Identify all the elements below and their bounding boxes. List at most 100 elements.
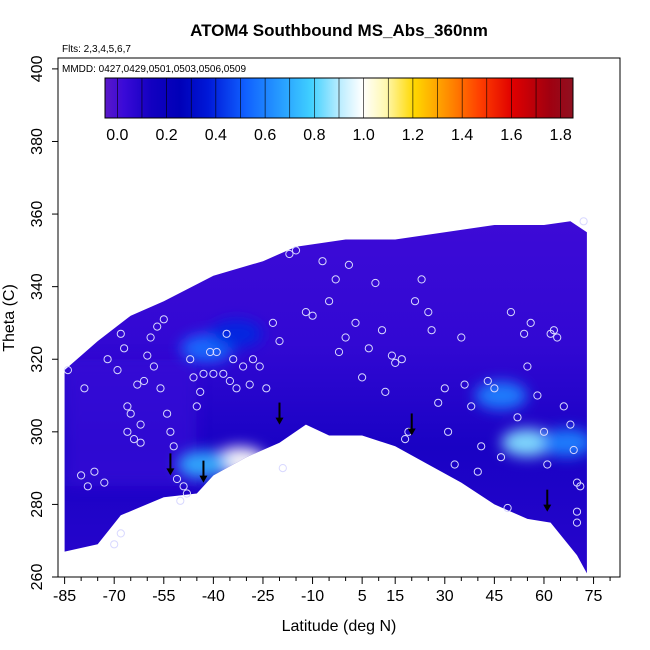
- sample-point: [229, 355, 238, 364]
- sample-point: [483, 376, 492, 386]
- sample-point: [344, 260, 353, 269]
- sample-point: [129, 435, 139, 444]
- sample-point: [387, 351, 396, 360]
- sample-point: [549, 326, 559, 335]
- sample-point: [278, 464, 287, 473]
- sample-point: [192, 402, 201, 411]
- colorbar-tick-label: 1.8: [550, 127, 572, 144]
- sample-point: [473, 467, 482, 476]
- sample-point: [576, 482, 585, 491]
- sample-point: [381, 387, 390, 396]
- sample-point: [566, 420, 575, 429]
- sample-point: [143, 351, 152, 360]
- flight-arrows: [166, 402, 552, 512]
- sample-point: [391, 358, 400, 367]
- sample-point: [490, 384, 499, 393]
- sample-point: [245, 380, 254, 389]
- flight-arrow: [407, 413, 416, 436]
- sample-point: [182, 489, 191, 498]
- sample-point: [196, 387, 205, 396]
- sample-point: [457, 333, 466, 342]
- sample-point: [539, 427, 549, 436]
- plot-frame: [57, 57, 621, 578]
- sample-point: [427, 326, 436, 335]
- chart-title: ATOM4 Southbound MS_Abs_360nm: [190, 21, 488, 40]
- sample-point: [149, 362, 158, 371]
- sample-point: [523, 362, 532, 371]
- y-tick-label: 340: [29, 273, 46, 300]
- sample-point: [156, 384, 165, 393]
- sample-point: [351, 318, 360, 327]
- sample-point: [572, 518, 582, 527]
- colorbar-tick-label: 0.4: [205, 127, 227, 144]
- y-tick-label: 260: [29, 564, 46, 591]
- sample-point: [146, 333, 155, 342]
- sample-point: [444, 427, 453, 436]
- sample-point: [169, 442, 178, 451]
- x-tick-label: 5: [358, 588, 367, 605]
- x-tick-label: -55: [152, 588, 175, 605]
- y-axis: 260 280 300 320 340 360 380 400: [29, 55, 58, 590]
- colorbar-tick-label: 1.6: [500, 127, 522, 144]
- x-axis-label: Latitude (deg N): [282, 618, 397, 635]
- sample-point: [206, 347, 215, 357]
- sample-point: [318, 257, 327, 266]
- sample-point: [139, 376, 149, 386]
- sample-point: [308, 311, 317, 320]
- sample-point: [291, 246, 301, 255]
- sample-point: [434, 398, 443, 407]
- y-tick-label: 300: [29, 418, 46, 445]
- sample-point: [219, 369, 228, 378]
- sample-point: [506, 308, 515, 317]
- sample-point: [179, 482, 188, 491]
- x-tick-label: -85: [53, 588, 76, 605]
- sample-point: [166, 427, 175, 436]
- sample-point: [285, 249, 294, 259]
- sample-point: [90, 467, 99, 476]
- sample-point: [477, 442, 486, 451]
- x-tick-label: 30: [436, 588, 454, 605]
- sample-point: [397, 355, 406, 364]
- sample-point: [103, 355, 112, 364]
- sample-point: [520, 329, 529, 338]
- sample-points: [63, 217, 588, 549]
- sample-point: [533, 391, 542, 400]
- y-tick-label: 360: [29, 201, 46, 228]
- sample-point: [331, 275, 340, 284]
- y-tick-label: 380: [29, 128, 46, 155]
- sample-point: [136, 420, 145, 429]
- sample-point: [126, 409, 135, 418]
- sample-point: [232, 384, 241, 393]
- heatmap-west-band: [64, 359, 197, 487]
- sample-point: [377, 326, 387, 335]
- sample-point: [225, 376, 234, 386]
- colorbar-tick-label: 0.6: [254, 127, 276, 144]
- heatmap-hotspot: [210, 319, 263, 348]
- sample-point: [341, 333, 350, 342]
- sample-point: [569, 445, 578, 455]
- colorbar-tick-label: 1.0: [353, 127, 375, 144]
- sample-point: [460, 380, 469, 389]
- sample-point: [513, 413, 522, 422]
- sample-point: [364, 344, 373, 353]
- sample-point: [410, 297, 420, 306]
- y-tick-label: 280: [29, 491, 46, 518]
- sample-point: [268, 318, 277, 327]
- x-tick-label: -10: [301, 588, 324, 605]
- heatmap-field: [64, 221, 587, 574]
- sample-point: [212, 347, 221, 357]
- sample-point: [424, 308, 433, 317]
- x-tick-label: 75: [585, 588, 603, 605]
- colorbar-tick-label: 1.2: [402, 127, 424, 144]
- sample-point: [503, 503, 512, 513]
- sample-point: [579, 217, 588, 226]
- sample-point: [371, 278, 380, 288]
- flight-arrow: [166, 453, 175, 476]
- sample-point: [417, 275, 426, 284]
- sample-point: [553, 333, 562, 342]
- sample-point: [77, 471, 86, 480]
- y-tick-label: 400: [29, 55, 46, 82]
- sample-point: [450, 460, 459, 469]
- flight-arrow: [275, 402, 284, 425]
